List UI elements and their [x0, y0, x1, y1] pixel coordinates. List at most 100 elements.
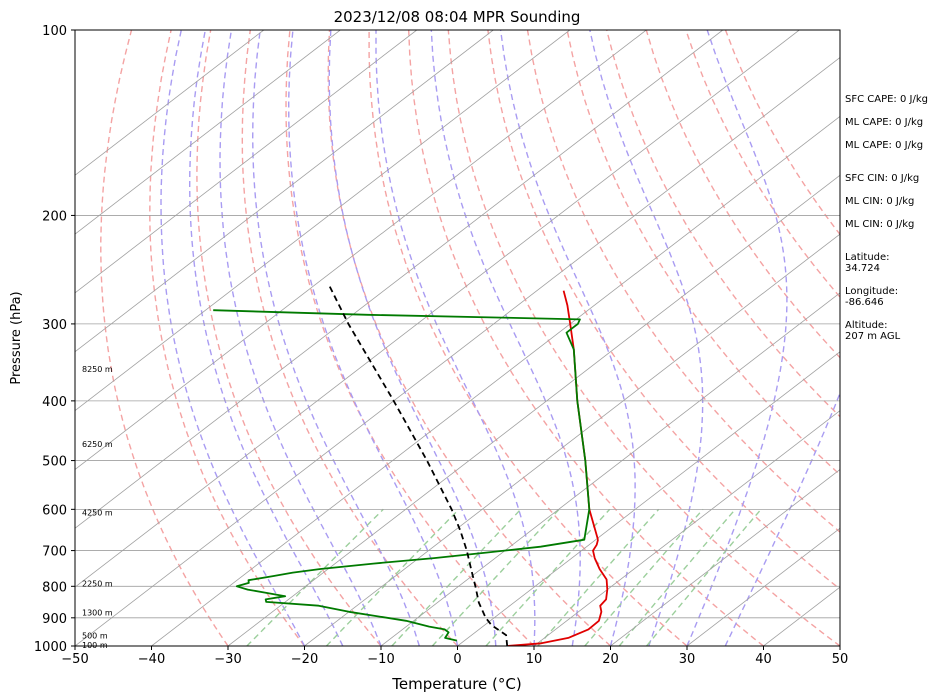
x-tick-label: 0 [453, 652, 461, 667]
annotation-text: Longitude: [845, 286, 898, 297]
height-label: 6250 m [82, 440, 113, 449]
parcel-path-line [328, 285, 509, 646]
isotherm-line [75, 30, 494, 353]
annotation-text: SFC CIN: 0 J/kg [845, 173, 919, 184]
height-label: 500 m [82, 632, 108, 641]
y-axis-label: Pressure (hPa) [9, 291, 24, 384]
y-tick-label: 500 [42, 455, 67, 470]
y-tick-label: 200 [42, 209, 67, 224]
y-tick-label: 100 [42, 24, 67, 39]
isotherm-line [75, 57, 840, 646]
annotation-text: SFC CAPE: 0 J/kg [845, 94, 928, 105]
x-tick-label: 30 [679, 652, 696, 667]
isotherm-line [75, 30, 341, 235]
moist-adiabat-line [328, 30, 497, 646]
y-tick-label: 400 [42, 395, 67, 410]
isotherm-line [686, 527, 840, 646]
x-tick-label: 10 [526, 652, 543, 667]
y-tick-label: 700 [42, 545, 67, 560]
background-lines [100, 30, 840, 646]
moist-adiabat-line [375, 30, 536, 646]
isotherm-line [75, 30, 724, 529]
dry-adiabat-line [285, 30, 535, 646]
annotation-text: ML CAPE: 0 J/kg [845, 140, 923, 151]
mixing-ratio-line [485, 508, 611, 646]
moist-adiabat-line [160, 30, 306, 646]
isotherm-line [75, 30, 265, 176]
isotherm-line [533, 410, 840, 646]
x-tick-label: 50 [832, 652, 849, 667]
mixing-ratio-line [391, 508, 522, 646]
grid-lines [75, 30, 840, 646]
x-tick-label: 40 [755, 652, 772, 667]
isotherm-line [75, 30, 571, 412]
annotation-text: 207 m AGL [845, 331, 901, 342]
dry-adiabat-line [241, 30, 459, 646]
dry-adiabat-line [327, 30, 611, 646]
mixing-ratio-line [584, 508, 704, 646]
height-label: 8250 m [82, 365, 113, 374]
isotherm-line [610, 468, 840, 646]
sounding-annotations: SFC CAPE: 0 J/kg ML CAPE: 0 J/kg ML CAPE: … [845, 94, 928, 342]
dry-adiabat-line [566, 30, 840, 476]
moist-adiabat-line [499, 30, 636, 646]
y-tick-label: 800 [42, 580, 67, 595]
x-axis-label: Temperature (°C) [391, 675, 521, 693]
isotherm-line [304, 233, 840, 646]
x-tick-label: −20 [291, 652, 318, 667]
dry-adiabat-line [100, 30, 229, 646]
height-label: 2250 m [82, 580, 113, 589]
annotation-text: Altitude: [845, 320, 887, 331]
isotherm-line [75, 30, 800, 588]
dry-adiabat-line [408, 30, 764, 646]
dry-adiabat-line [487, 30, 840, 590]
x-tick-label: −10 [367, 652, 394, 667]
moist-adiabat-line [589, 30, 704, 646]
y-tick-label: 600 [42, 503, 67, 518]
annotation-text: ML CIN: 0 J/kg [845, 219, 914, 230]
mixing-ratio-line [431, 508, 560, 646]
x-tick-label: 20 [602, 652, 619, 667]
mixing-ratio-line [537, 508, 660, 646]
series-lines [213, 285, 609, 646]
dry-adiabat-line [368, 30, 688, 646]
height-label: 4250 m [82, 508, 113, 517]
isotherm-line [75, 30, 418, 294]
annotation-text: -86.646 [845, 297, 884, 308]
moist-adiabat-line [219, 30, 382, 646]
chart-title: 2023/12/08 08:04 MPR Sounding [334, 8, 581, 26]
annotation-text: ML CIN: 0 J/kg [845, 196, 914, 207]
dry-adiabat-line [149, 30, 306, 646]
isotherm-line [75, 30, 647, 470]
annotation-text: Latitude: [845, 252, 890, 263]
moist-adiabat-line [430, 30, 581, 646]
x-tick-label: −30 [214, 652, 241, 667]
height-label: 1300 m [82, 608, 113, 617]
x-tick-label: −50 [61, 652, 88, 667]
y-tick-label: 300 [42, 318, 67, 333]
isotherm-line [380, 292, 840, 646]
dewpoint-line [213, 309, 591, 642]
annotation-text: 34.724 [845, 263, 880, 274]
dry-adiabat-line [196, 30, 382, 646]
moist-adiabat-line [686, 30, 788, 646]
x-axis: −50 −40 −30 −20 −10 0 10 20 30 40 50 [61, 646, 848, 667]
dry-adiabat-line [526, 30, 840, 533]
temperature-line [562, 290, 599, 540]
y-tick-label: 1000 [34, 640, 67, 655]
moist-adiabat-line [251, 30, 420, 646]
mixing-ratio-line [646, 508, 762, 646]
moist-adiabat-line [287, 30, 459, 646]
y-tick-label: 900 [42, 612, 67, 627]
isotherm-line [151, 115, 840, 646]
annotation-text: ML CAPE: 0 J/kg [845, 117, 923, 128]
dry-adiabat-line [447, 30, 840, 646]
x-tick-label: −40 [138, 652, 165, 667]
temperature-line [507, 539, 609, 646]
moist-adiabat-line [188, 30, 344, 646]
isotherm-line [227, 174, 840, 646]
plot-frame [74, 29, 841, 647]
y-axis: 1000 900 800 700 600 500 400 300 200 100 [34, 24, 75, 655]
